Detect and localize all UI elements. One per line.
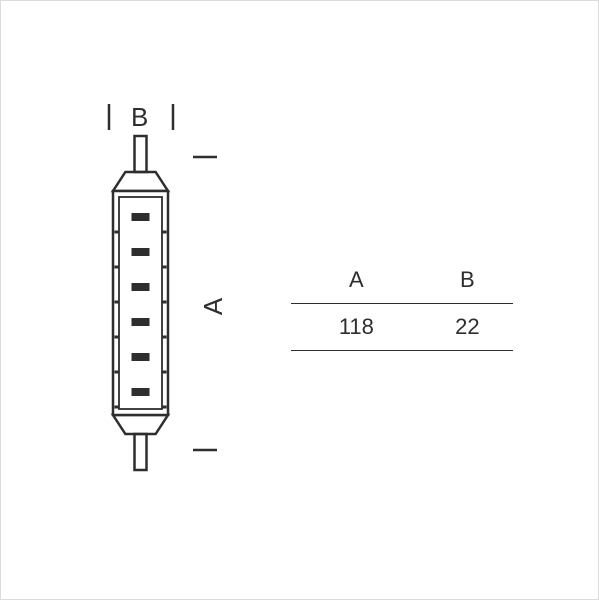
table-row: 118 22: [291, 304, 513, 351]
dimension-table: A B 118 22: [291, 257, 513, 351]
table-header-row: A B: [291, 257, 513, 304]
table-header-a: A: [291, 257, 422, 304]
page-canvas: B A A B 118 22: [0, 0, 599, 600]
table-header-b: B: [422, 257, 513, 304]
dimension-label-b: B: [131, 102, 148, 133]
dimension-label-a: A: [198, 298, 229, 315]
table-cell-b: 22: [422, 304, 513, 351]
table-cell-a: 118: [291, 304, 422, 351]
